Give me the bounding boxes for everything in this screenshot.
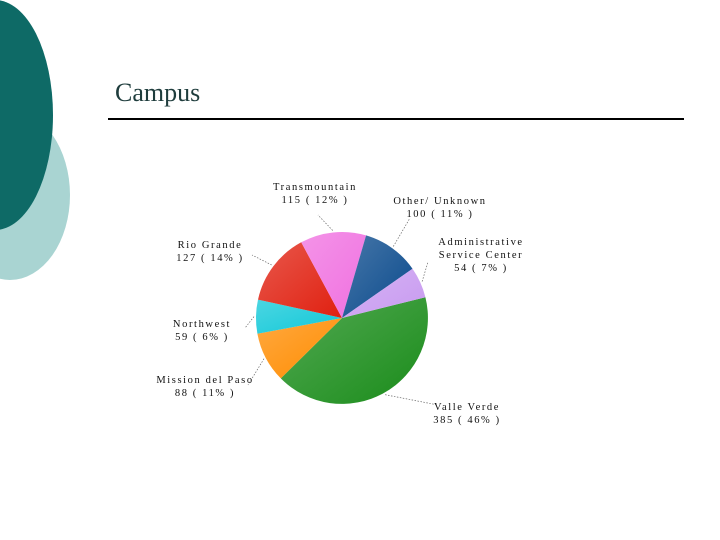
pie-slices: [255, 231, 428, 404]
leader-line: [251, 254, 272, 266]
slice-label-line: 59 ( 6% ): [175, 332, 229, 343]
pie-slice-northwest: [255, 299, 342, 334]
pie-slice-valle-verde: [280, 297, 428, 404]
leader-line: [244, 316, 255, 329]
pie-slice-rio-grande: [258, 242, 342, 318]
title-rule: [108, 118, 684, 120]
slice-label-line: 385 ( 46% ): [433, 415, 500, 426]
slice-label-line: Northwest: [173, 319, 231, 330]
leader-line: [421, 261, 429, 282]
slice-label-line: Service Center: [439, 250, 524, 261]
slice-label-line: Valle Verde: [434, 402, 500, 413]
slice-label-line: Mission del Paso: [156, 375, 253, 386]
leader-line: [247, 358, 265, 386]
slice-label-line: Rio Grande: [178, 240, 243, 251]
leader-line: [392, 217, 411, 247]
pie-slice-other-unknown: [342, 235, 413, 318]
slice-label-line: 127 ( 14% ): [176, 253, 243, 264]
slice-label: Rio Grande 127 ( 14% ): [176, 240, 243, 264]
pie-slice-mission-del-paso: [257, 318, 342, 379]
slice-label-line: Other/ Unknown: [393, 196, 486, 207]
slice-label-line: Administrative: [438, 237, 523, 248]
slide-title: Campus: [115, 78, 201, 107]
slice-label-line: 88 ( 11% ): [175, 388, 235, 399]
slide-decoration: [0, 0, 70, 280]
slice-label: Valle Verde 385 ( 46% ): [433, 402, 500, 426]
leader-line: [317, 214, 333, 231]
leader-line: [385, 394, 439, 406]
slice-label-line: Transmountain: [273, 182, 357, 193]
pie-slice-administrative-service-center: [342, 268, 426, 318]
slice-label-line: 115 ( 12% ): [281, 195, 348, 206]
decor-circle-dark: [0, 0, 53, 230]
slice-label: Transmountain 115 ( 12% ): [273, 182, 357, 206]
slice-label: Mission del Paso 88 ( 11% ): [156, 375, 253, 399]
leader-lines: [244, 214, 439, 406]
slice-label-line: 100 ( 11% ): [406, 209, 473, 220]
slice-label: Administrative Service Center 54 ( 7% ): [438, 237, 523, 274]
slice-labels: Valle Verde 385 ( 46% ) Mission del Paso 88…: [156, 182, 523, 426]
slice-label: Other/ Unknown 100 ( 11% ): [393, 196, 486, 220]
slice-label: Northwest 59 ( 6% ): [173, 319, 231, 343]
pie-slice-transmountain: [301, 231, 367, 318]
slice-label-line: 54 ( 7% ): [454, 263, 508, 274]
